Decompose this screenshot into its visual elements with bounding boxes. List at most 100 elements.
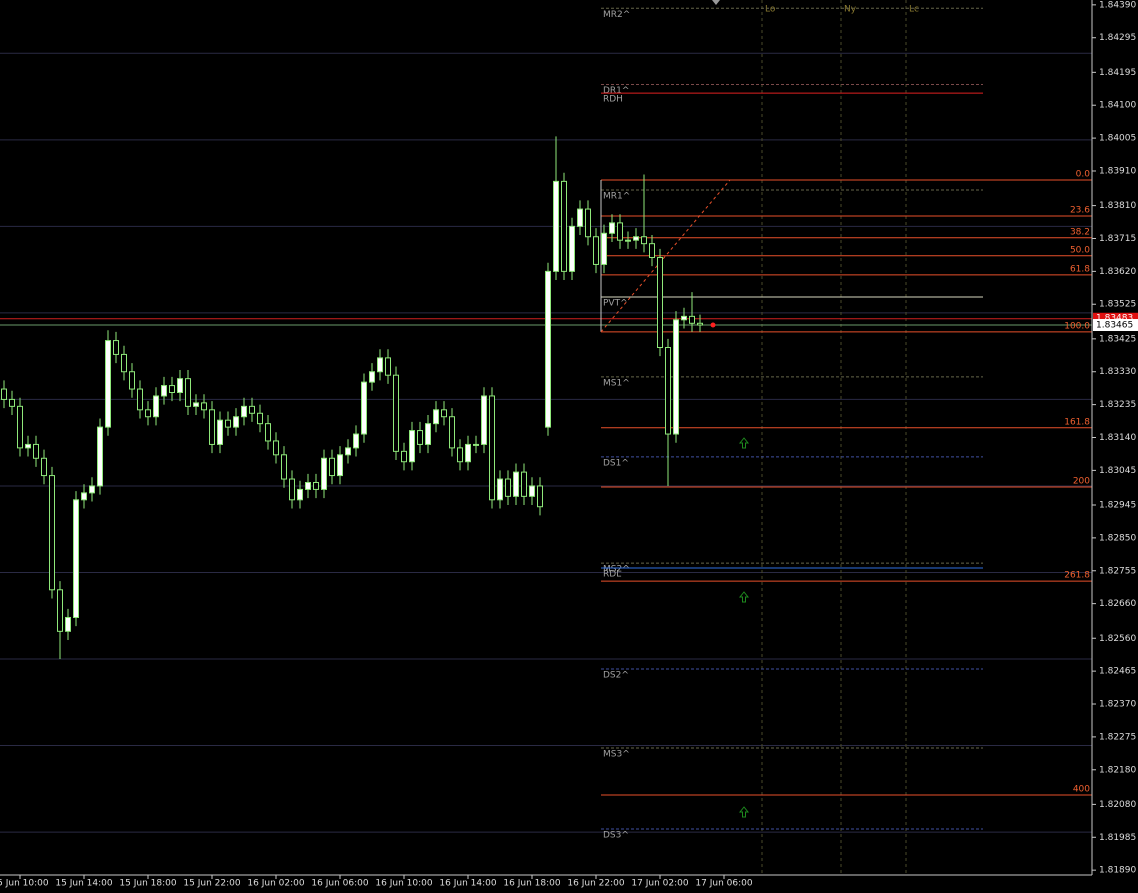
candle-body bbox=[513, 471, 519, 497]
candle-body bbox=[537, 485, 543, 508]
y-tick-label: 1.82850 bbox=[1099, 533, 1136, 543]
candle-body bbox=[521, 471, 527, 497]
candle-body bbox=[681, 315, 687, 321]
candle-body bbox=[649, 243, 655, 259]
y-tick-label: 1.83620 bbox=[1099, 267, 1136, 277]
candle-body bbox=[673, 319, 679, 435]
y-tick-label: 1.83330 bbox=[1099, 367, 1136, 377]
pivot-label: PVT^ bbox=[603, 298, 628, 308]
candle-body bbox=[209, 409, 215, 445]
candle-body bbox=[169, 385, 175, 394]
price-box bbox=[1093, 319, 1138, 332]
price-label: 1.83465 bbox=[1096, 321, 1133, 331]
candle-body bbox=[281, 454, 287, 480]
x-tick-label: 15 Jun 10:00 bbox=[0, 879, 49, 889]
pivot-label: RDL bbox=[603, 569, 621, 579]
pivot-label: MS1^ bbox=[603, 378, 630, 388]
candle-body bbox=[529, 485, 535, 497]
y-tick-label: 1.82275 bbox=[1099, 732, 1136, 742]
candle-body bbox=[225, 419, 231, 428]
candle-body bbox=[49, 475, 55, 591]
plot: Lo Ny Lc MR2^ DR1^RDH MR1^ PVT^ MS1^ DS1^ MS2^RDL… bbox=[0, 0, 1092, 875]
candle-body bbox=[385, 357, 391, 376]
fib-label: 23.6 bbox=[1070, 205, 1090, 215]
candle-body bbox=[121, 353, 127, 373]
arrow-up bbox=[738, 437, 750, 449]
y-tick-label: 1.83045 bbox=[1099, 466, 1136, 476]
y-tick-label: 1.83525 bbox=[1099, 300, 1136, 310]
y-tick-label: 1.84390 bbox=[1099, 0, 1136, 10]
candle-body bbox=[377, 357, 383, 373]
y-tick-label: 1.82945 bbox=[1099, 500, 1136, 510]
candle-body bbox=[601, 232, 607, 265]
candle-body bbox=[465, 443, 471, 463]
candle-body bbox=[17, 405, 23, 449]
y-tick-label: 1.82560 bbox=[1099, 634, 1136, 644]
arrow-up bbox=[738, 806, 750, 818]
candle-body bbox=[81, 492, 87, 501]
candle-body bbox=[441, 409, 447, 418]
x-tick-label: 15 Jun 22:00 bbox=[183, 879, 240, 889]
candle-body bbox=[401, 450, 407, 463]
candle-body bbox=[473, 443, 479, 446]
candle-body bbox=[297, 488, 303, 501]
y-tick-label: 1.82465 bbox=[1099, 667, 1136, 677]
y-tick-label: 1.84100 bbox=[1099, 101, 1136, 111]
candle-body bbox=[9, 398, 15, 407]
y-tick-label: 1.84005 bbox=[1099, 134, 1136, 144]
fib-label: 100.0 bbox=[1064, 321, 1090, 331]
x-tick-label: 16 Jun 06:00 bbox=[311, 879, 368, 889]
candle-body bbox=[177, 378, 183, 394]
candle-body bbox=[241, 405, 247, 418]
candle-body bbox=[577, 208, 583, 227]
pivot-label: DS1^ bbox=[603, 458, 629, 468]
candle-body bbox=[409, 430, 415, 463]
fib-label: 200 bbox=[1073, 476, 1090, 486]
candle-body bbox=[321, 457, 327, 490]
signal-arrows bbox=[738, 437, 750, 818]
candle-body bbox=[217, 419, 223, 445]
x-tick-label: 16 Jun 22:00 bbox=[567, 879, 624, 889]
y-tick-label: 1.82080 bbox=[1099, 800, 1136, 810]
candle-body bbox=[657, 257, 663, 349]
candle-body bbox=[425, 423, 431, 445]
candle-body bbox=[353, 433, 359, 449]
pivot-label: RDH bbox=[603, 95, 623, 105]
candle-body bbox=[481, 395, 487, 445]
fib-label: 61.8 bbox=[1070, 264, 1090, 274]
candle-body bbox=[25, 443, 31, 449]
pivot-label: MR2^ bbox=[603, 10, 630, 20]
candle-body bbox=[625, 239, 631, 242]
candle-body bbox=[257, 412, 263, 425]
candle-body bbox=[345, 447, 351, 456]
y-tick-label: 1.82755 bbox=[1099, 566, 1136, 576]
candle-body bbox=[105, 340, 111, 428]
session-label: Lo bbox=[765, 5, 776, 15]
candle-body bbox=[153, 395, 159, 418]
candle-body bbox=[145, 409, 151, 418]
candle-body bbox=[393, 374, 399, 452]
candle-body bbox=[265, 423, 271, 442]
x-tick-label: 15 Jun 14:00 bbox=[55, 879, 112, 889]
y-tick-label: 1.81985 bbox=[1099, 833, 1136, 843]
candle-body bbox=[193, 402, 199, 407]
candle-body bbox=[545, 270, 551, 428]
pivot-label: MS3^ bbox=[603, 749, 630, 759]
fib-label: 161.8 bbox=[1064, 417, 1090, 427]
fib-label: 50.0 bbox=[1070, 245, 1090, 255]
candle-body bbox=[185, 378, 191, 407]
x-tick-label: 17 Jun 06:00 bbox=[695, 879, 752, 889]
candle-body bbox=[233, 416, 239, 428]
y-tick-label: 1.83235 bbox=[1099, 400, 1136, 410]
candle-body bbox=[633, 236, 639, 241]
candle-body bbox=[337, 454, 343, 477]
candle-body bbox=[497, 478, 503, 501]
fib-label: 38.2 bbox=[1070, 227, 1090, 237]
candle-body bbox=[33, 443, 39, 459]
candle-body bbox=[41, 457, 47, 477]
candle-body bbox=[641, 236, 647, 245]
fib-label: 0.0 bbox=[1076, 169, 1091, 179]
candle-body bbox=[593, 236, 599, 265]
